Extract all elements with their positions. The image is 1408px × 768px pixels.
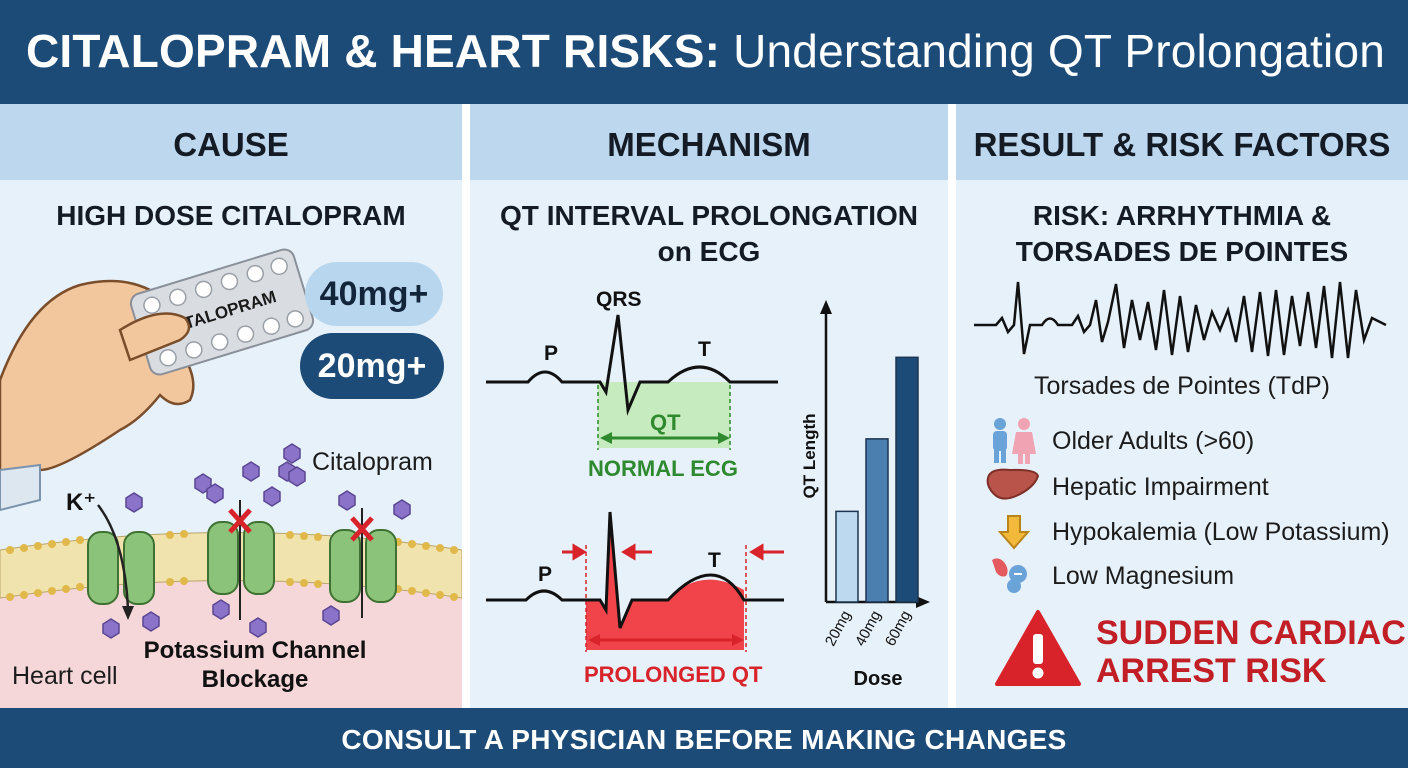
chart-bar-40mg bbox=[865, 438, 889, 603]
risk-factor-icons bbox=[986, 418, 1040, 593]
risk-factor-item: Older Adults (>60) bbox=[1052, 427, 1255, 455]
chart-bar-20mg bbox=[835, 510, 859, 603]
page-title: CITALOPRAM & HEART RISKS: Understanding … bbox=[26, 24, 1385, 78]
warning-line2: ARREST RISK bbox=[1096, 652, 1327, 690]
cell-membrane-illustration: CITALOPRAM bbox=[0, 248, 462, 708]
chart-y-axis-label: QT Length bbox=[800, 414, 819, 499]
mechanism-subtitle: QT INTERVAL PROLONGATION on ECG bbox=[470, 198, 948, 270]
cause-subtitle: HIGH DOSE CITALOPRAM bbox=[56, 200, 406, 231]
citalopram-molecules bbox=[102, 443, 411, 639]
chart-bar-60mg bbox=[895, 356, 919, 603]
citalopram-label: Citalopram bbox=[312, 448, 433, 476]
interval-arrows bbox=[562, 543, 784, 561]
potassium-channel-blocked-1 bbox=[207, 500, 275, 620]
heart-cell-cytoplasm bbox=[0, 575, 462, 708]
cause-panel-header: CAUSE bbox=[0, 104, 462, 180]
normal-wave-qrs: QRS bbox=[596, 288, 642, 311]
mechanism-heading: MECHANISM bbox=[607, 126, 811, 163]
liver-icon bbox=[986, 468, 1040, 500]
normal-qt-label: QT bbox=[650, 410, 681, 435]
title-bar: CITALOPRAM & HEART RISKS: Understanding … bbox=[0, 0, 1408, 104]
dose-pill-high: 40mg+ bbox=[305, 262, 443, 326]
result-subtitle-line2: TORSADES DE POINTES bbox=[1015, 236, 1349, 267]
thumb-illustration bbox=[118, 312, 191, 362]
channel-blockage-label: Potassium Channel Blockage bbox=[130, 636, 380, 694]
torsades-waveform bbox=[974, 281, 1387, 359]
chart-tick-label: 40mg bbox=[852, 608, 885, 649]
result-heading: RESULT & RISK FACTORS bbox=[973, 126, 1391, 163]
mechanism-panel-header: MECHANISM bbox=[470, 104, 948, 180]
prolonged-ecg-trace bbox=[486, 511, 784, 629]
normal-wave-t: T bbox=[698, 338, 711, 361]
sudden-cardiac-arrest-warning: SUDDEN CARDIAC ARREST RISK bbox=[1096, 614, 1406, 690]
blister-pack: CITALOPRAM bbox=[129, 248, 315, 376]
warning-line1: SUDDEN CARDIAC bbox=[1096, 614, 1406, 652]
result-subtitle-line1: RISK: ARRHYTHMIA & bbox=[1032, 200, 1332, 231]
channel-blockage-line1: Potassium Channel bbox=[143, 637, 367, 664]
heart-cell-label: Heart cell bbox=[12, 662, 118, 690]
result-panel: RESULT & RISK FACTORS bbox=[956, 104, 1408, 708]
normal-ecg-trace bbox=[486, 314, 778, 416]
dose-pill-low: 20mg+ bbox=[300, 333, 444, 399]
cause-heading: CAUSE bbox=[173, 126, 289, 163]
potassium-channel-open bbox=[87, 504, 155, 620]
potassium-channel-blocked-2 bbox=[329, 508, 397, 618]
chart-tick-label: 60mg bbox=[882, 608, 915, 649]
mechanism-subtitle-line2: on ECG bbox=[657, 236, 761, 267]
footer-bar: CONSULT A PHYSICIAN BEFORE MAKING CHANGE… bbox=[0, 708, 1408, 768]
risk-factor-item: Low Magnesium bbox=[1052, 562, 1235, 590]
chart-tick-label: 20mg bbox=[822, 608, 855, 649]
older-adults-icon bbox=[993, 418, 1036, 464]
magnesium-icon bbox=[992, 558, 1027, 593]
potassium-ion-label: K⁺ bbox=[66, 489, 96, 516]
ecg-illustration bbox=[486, 314, 784, 652]
tdp-trace bbox=[974, 281, 1387, 359]
result-subtitle: RISK: ARRHYTHMIA & TORSADES DE POINTES bbox=[956, 198, 1408, 270]
risk-factor-item: Hepatic Impairment bbox=[1052, 473, 1269, 501]
risk-factor-item: Hypokalemia (Low Potassium) bbox=[1052, 518, 1390, 546]
mechanism-subtitle-line1: QT INTERVAL PROLONGATION bbox=[500, 200, 918, 231]
down-arrow-icon bbox=[997, 515, 1031, 550]
tdp-caption: Torsades de Pointes (TdP) bbox=[1034, 372, 1330, 400]
page-title-bold: CITALOPRAM & HEART RISKS: bbox=[26, 25, 721, 77]
result-panel-header: RESULT & RISK FACTORS bbox=[956, 104, 1408, 180]
chart-x-axis-label: Dose bbox=[854, 668, 903, 690]
footer-disclaimer: CONSULT A PHYSICIAN BEFORE MAKING CHANGE… bbox=[341, 724, 1067, 755]
prolonged-wave-p: P bbox=[538, 563, 553, 586]
channel-blockage-line2: Blockage bbox=[201, 666, 309, 693]
warning-triangle-icon bbox=[995, 610, 1081, 686]
normal-wave-p: P bbox=[544, 342, 559, 365]
prolonged-qt-label: PROLONGED QT bbox=[584, 662, 763, 687]
mechanism-panel: MECHANISM bbox=[470, 104, 948, 708]
prolonged-wave-t: T bbox=[708, 549, 721, 572]
page-title-rest: Understanding QT Prolongation bbox=[733, 25, 1386, 77]
normal-ecg-label: NORMAL ECG bbox=[588, 456, 738, 481]
